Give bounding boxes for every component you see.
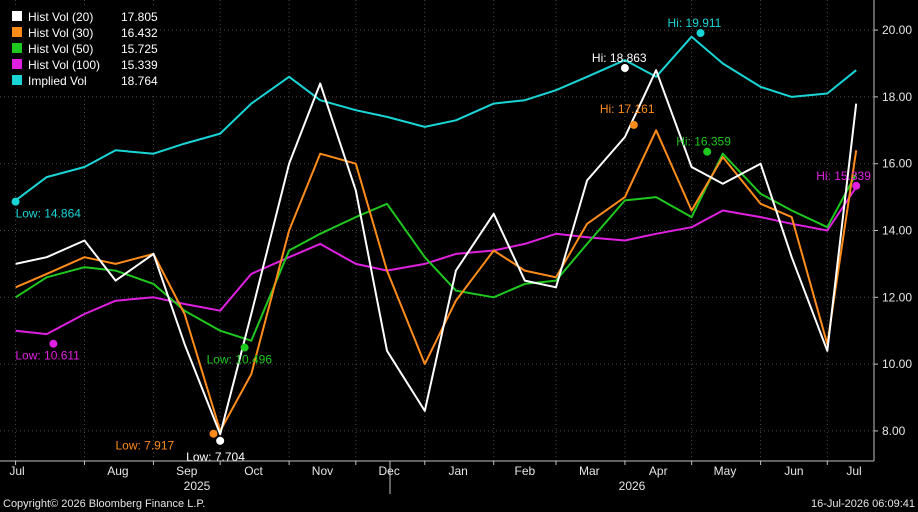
annotation-marker xyxy=(209,429,218,438)
annotation-marker xyxy=(629,120,638,129)
series-line-0 xyxy=(15,69,858,436)
y-tick-label: 16.00 xyxy=(882,157,912,171)
annotation-label: Hi: 15.339 xyxy=(816,169,871,183)
annotation-label: Hi: 16.359 xyxy=(676,135,731,149)
legend-series-name: Hist Vol (20) xyxy=(28,10,93,24)
x-tick-label: Dec xyxy=(379,464,400,478)
annotation-marker xyxy=(49,339,58,348)
y-tick-label: 12.00 xyxy=(882,290,912,304)
legend-swatch xyxy=(12,11,22,21)
legend-series-value: 15.725 xyxy=(121,42,158,56)
x-tick-label: Apr xyxy=(649,464,668,478)
annotation-label: Hi: 17.161 xyxy=(600,102,655,116)
annotation-marker xyxy=(703,147,712,156)
y-tick-label: 18.00 xyxy=(882,90,912,104)
legend-series-value: 18.764 xyxy=(121,74,158,88)
annotation-marker xyxy=(11,197,20,206)
annotation-marker xyxy=(240,343,249,352)
annotation-label: Hi: 19.911 xyxy=(668,16,722,30)
y-tick-label: 20.00 xyxy=(882,23,912,37)
series-line-1 xyxy=(15,129,858,432)
x-tick-label: Aug xyxy=(107,464,128,478)
x-tick-label: Mar xyxy=(579,464,600,478)
legend-series-value: 15.339 xyxy=(121,58,158,72)
x-tick-label: Feb xyxy=(515,464,536,478)
x-tick-label: Oct xyxy=(244,464,263,478)
annotation-label: Low: 14.864 xyxy=(16,207,82,221)
copyright-text: Copyright© 2026 Bloomberg Finance L.P. xyxy=(3,498,205,510)
annotation-marker xyxy=(852,181,861,190)
series-line-3 xyxy=(15,186,858,336)
y-tick-labels: 8.00 10.00 12.00 14.00 16.00 18.00 20.00 xyxy=(874,23,912,438)
legend-swatch xyxy=(12,43,22,53)
annotation-label: Low: 7.704 xyxy=(186,450,245,464)
legend: Hist Vol (20) 17.805 Hist Vol (30) 16.432 Hi… xyxy=(0,8,160,94)
y-tick-label: 8.00 xyxy=(882,424,906,438)
x-tick-label: May xyxy=(714,464,737,478)
x-tick-label: Jul xyxy=(846,464,861,478)
timestamp-text: 16-Jul-2026 06:09:41 xyxy=(811,498,915,510)
legend-swatch xyxy=(12,27,22,37)
legend-series-value: 16.432 xyxy=(121,26,158,40)
x-tick-label: Jun xyxy=(784,464,803,478)
annotation-label: Low: 10.611 xyxy=(15,349,80,363)
x-tick-label: Nov xyxy=(312,464,333,478)
annotation-marker xyxy=(216,436,225,445)
annotation-label: Low: 7.917 xyxy=(115,439,174,453)
annotation-marker xyxy=(696,29,705,38)
x-tick-label: Sep xyxy=(176,464,198,478)
legend-series-name: Hist Vol (30) xyxy=(28,26,93,40)
year-label-2025: 2025 xyxy=(184,479,211,493)
y-tick-label: 10.00 xyxy=(882,357,912,371)
legend-series-name: Hist Vol (50) xyxy=(28,42,93,56)
legend-swatch xyxy=(12,59,22,69)
series-line-4 xyxy=(15,35,857,202)
legend-series-name: Hist Vol (100) xyxy=(28,58,100,72)
x-tick-label: Jul xyxy=(9,464,24,478)
y-tick-label: 14.00 xyxy=(882,224,912,238)
x-tick-label: Jan xyxy=(448,464,467,478)
annotation-label: Low: 10.496 xyxy=(207,353,273,367)
legend-series-value: 17.805 xyxy=(121,10,158,24)
annotation-label: Hi: 18.863 xyxy=(592,51,647,65)
x-tick-labels: Jul Aug Sep Oct Nov Dec Jan Feb Mar Apr May Jun Jul xyxy=(9,461,862,478)
legend-series-name: Implied Vol xyxy=(28,74,87,88)
legend-background xyxy=(0,8,160,94)
year-label-2026: 2026 xyxy=(619,479,646,493)
annotation-markers: Low: 14.864 Low: 10.611 Low: 7.917 Low: 7.7… xyxy=(11,16,871,464)
annotation-marker xyxy=(620,64,629,73)
series-lines xyxy=(15,35,858,436)
legend-swatch xyxy=(12,75,22,85)
